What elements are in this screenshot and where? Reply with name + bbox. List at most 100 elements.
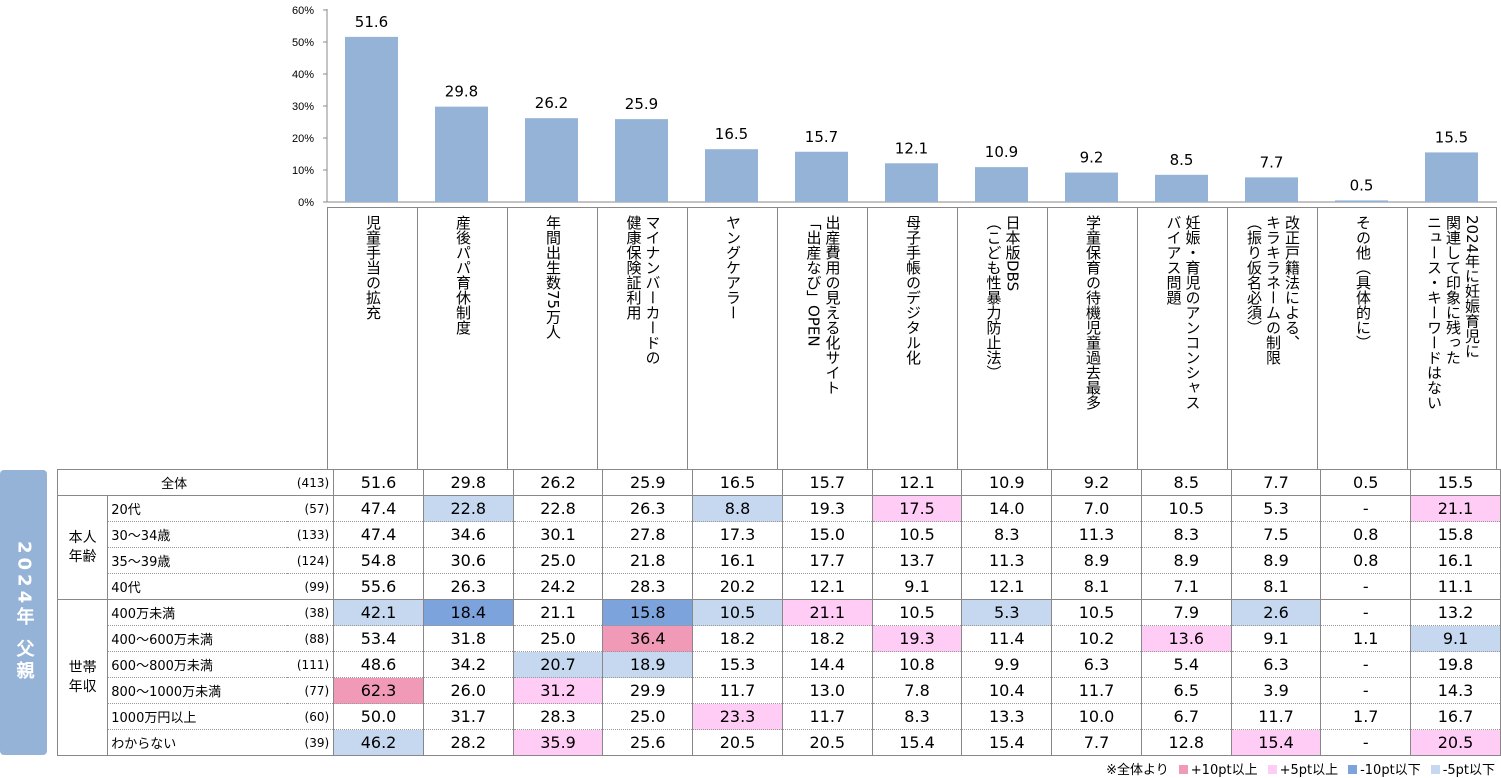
table-cell: 7.1	[1140, 573, 1232, 600]
table-cell: 8.3	[1140, 521, 1232, 548]
column-header-label: 母子手帳のデジタル化	[904, 215, 922, 365]
sample-size: (99)	[287, 573, 334, 600]
table-cell: 17.5	[871, 495, 962, 522]
data-label: 12.1	[895, 139, 928, 157]
table-cell: -	[1320, 599, 1411, 626]
data-label: 25.9	[625, 95, 658, 113]
data-label: 9.2	[1080, 149, 1104, 167]
table-cell: 21.1	[512, 599, 603, 626]
table-cell: 1.7	[1320, 703, 1411, 730]
table-row: 40代 (99) 55.6 26.3 24.2 28.3 20.2 12.1 9.1 12.1 8.…	[58, 573, 1501, 600]
row-group-label: 本人 年齢	[56, 495, 109, 600]
sample-size: (133)	[287, 521, 334, 548]
table-cell: 25.6	[602, 729, 693, 756]
table-row: 600〜800万未満 (111) 48.6 34.2 20.7 18.9 15.3 14.4 1…	[58, 651, 1501, 678]
table-cell: 22.8	[422, 495, 514, 522]
row-label: 35〜39歳	[107, 547, 288, 574]
table-cell: 28.2	[422, 729, 514, 756]
table-cell: 15.4	[871, 729, 962, 756]
table-cell: 3.9	[1230, 677, 1321, 704]
sample-size: (60)	[287, 703, 334, 730]
table-cell: 62.3	[333, 677, 424, 704]
table-cell: 31.7	[422, 703, 514, 730]
table-cell: -	[1320, 495, 1411, 522]
table-cell: 54.8	[333, 547, 424, 574]
table-cell: 16.5	[692, 469, 783, 496]
table-cell: 20.5	[692, 729, 783, 756]
table-cell: 10.5	[871, 599, 962, 626]
table-cell: 26.2	[512, 469, 603, 496]
table-cell: 25.9	[602, 469, 693, 496]
table-cell: 7.7	[1051, 729, 1142, 756]
table-cell: 48.6	[333, 651, 424, 678]
row-group-label: 世帯 年収	[56, 599, 109, 756]
legend-item: -5pt以下	[1430, 759, 1495, 778]
table-cell: 19.3	[781, 495, 873, 522]
table-cell: 12.8	[1140, 729, 1232, 756]
table-cell: 28.3	[512, 703, 603, 730]
data-table: 全体 (413) 51.6 29.8 26.2 25.9 16.5 15.7 12.1 10.9 9…	[56, 469, 1501, 756]
table-cell: 8.8	[692, 495, 783, 522]
table-cell: 17.3	[692, 521, 783, 548]
table-cell: 6.7	[1140, 703, 1232, 730]
table-cell: 15.8	[1410, 521, 1501, 548]
table-cell: 25.0	[512, 547, 603, 574]
column-header: 出産費用の見える化サイト 「出産なび」OPEN	[777, 207, 867, 469]
sample-size: (38)	[287, 599, 334, 626]
sample-size: (111)	[287, 651, 334, 678]
column-header: 産後パパ育休制度	[417, 207, 507, 469]
table-cell: 10.4	[961, 677, 1052, 704]
table-cell: 26.3	[422, 573, 514, 600]
legend: ※全体より +10pt以上 +5pt以上 -10pt以下 -5pt以下	[1106, 759, 1495, 778]
table-cell: 10.0	[1051, 703, 1142, 730]
table-cell: 14.0	[961, 495, 1052, 522]
y-tick-label: 20%	[292, 133, 314, 145]
row-label: 400万未満	[107, 599, 288, 626]
y-tick-label: 0%	[298, 197, 314, 206]
table-cell: 18.9	[602, 651, 693, 678]
sample-size: (57)	[287, 495, 334, 522]
table-cell: 11.3	[1051, 521, 1142, 548]
table-cell: 11.7	[692, 677, 783, 704]
table-cell: 31.2	[512, 677, 603, 704]
y-tick-label: 40%	[292, 69, 314, 81]
table-cell: 12.1	[871, 469, 962, 496]
table-cell: 1.1	[1320, 625, 1411, 652]
column-header-label: 学童保育の待機児童過去最多	[1084, 215, 1102, 410]
table-cell: 6.3	[1051, 651, 1142, 678]
legend-swatch	[1430, 765, 1440, 774]
column-header-label: 改正戸籍法による、 キラキラネームの制限 （振り仮名必須）	[1245, 215, 1301, 365]
legend-item: +5pt以上	[1267, 759, 1338, 778]
row-label: 20代	[107, 495, 288, 522]
column-header-label: 産後パパ育休制度	[454, 215, 472, 335]
table-cell: 15.4	[961, 729, 1052, 756]
table-row: 全体 (413) 51.6 29.8 26.2 25.9 16.5 15.7 12.1 10.9 9…	[57, 469, 1501, 496]
column-header-label: 妊娠・育児のアンコンシャス バイアス問題	[1164, 215, 1202, 410]
column-header-label: 児童手当の拡充	[364, 215, 382, 320]
table-cell: 2.6	[1230, 599, 1321, 626]
bar	[435, 106, 488, 202]
table-cell: 15.4	[1230, 729, 1321, 756]
y-tick-label: 30%	[292, 101, 314, 113]
table-cell: 9.1	[871, 573, 962, 600]
bar	[795, 151, 848, 202]
column-header-label: 2024年に妊娠育児に 関連して印象に残った ニュース・キーワードはない	[1425, 215, 1481, 410]
bar	[1335, 200, 1388, 202]
table-cell: 34.6	[422, 521, 514, 548]
table-row: 世帯 年収 400万未満 (38) 42.1 18.4 21.1 15.8 10.5 21.1 1…	[56, 599, 1501, 756]
table-row: 800〜1000万未満 (77) 62.3 26.0 31.2 29.9 11.7 13.0 7…	[58, 677, 1501, 704]
column-header-label: 年間出生数75万人	[544, 215, 562, 340]
row-label: 1000万円以上	[107, 703, 288, 730]
table-cell: 10.9	[961, 469, 1052, 496]
table-cell: 9.1	[1230, 625, 1321, 652]
table-row: 1000万円以上 (60) 50.0 31.7 28.3 25.0 23.3 11.7 8.3 1…	[58, 703, 1501, 730]
table-cell: 8.1	[1230, 573, 1321, 600]
data-label: 15.7	[805, 128, 838, 146]
table-cell: 10.5	[692, 599, 783, 626]
table-cell: 15.5	[1410, 469, 1501, 496]
row-label: 400〜600万未満	[107, 625, 288, 652]
table-cell: 34.2	[422, 651, 514, 678]
table-cell: 8.3	[871, 703, 962, 730]
table-cell: 7.5	[1230, 521, 1321, 548]
y-tick-label: 50%	[292, 37, 314, 49]
